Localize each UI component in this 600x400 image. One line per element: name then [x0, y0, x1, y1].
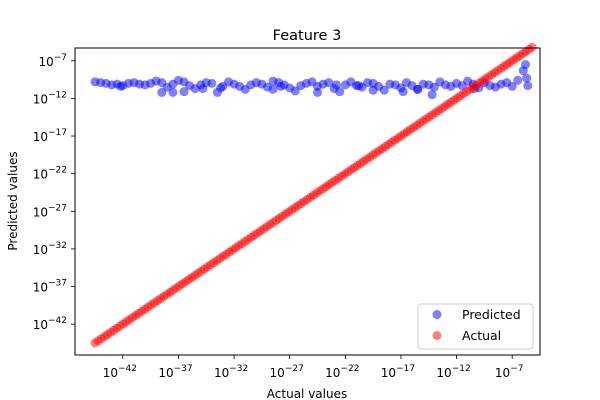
predicted-point: [335, 87, 345, 97]
predicted-point: [507, 81, 517, 91]
predicted-point: [523, 81, 533, 91]
chart-title: Feature 3: [273, 28, 342, 44]
predicted-point: [207, 78, 217, 88]
predicted-point: [216, 83, 226, 93]
predicted-point: [157, 87, 167, 97]
predicted-point: [179, 87, 189, 97]
predicted-point: [168, 87, 178, 97]
actual-point: [527, 42, 537, 52]
x-axis-label: Actual values: [267, 387, 347, 400]
predicted-point: [521, 60, 531, 70]
predicted-point: [313, 87, 323, 97]
predicted-point: [398, 87, 408, 97]
predicted-point: [513, 75, 523, 85]
plot-area: [90, 42, 537, 348]
predicted-point: [116, 81, 126, 91]
predicted-point: [276, 81, 286, 91]
legend-marker-predicted: [432, 310, 442, 319]
predicted-point: [324, 78, 334, 88]
legend-label-predicted: Predicted: [462, 307, 521, 322]
legend-marker-actual: [432, 331, 442, 340]
axes-frame: [74, 47, 541, 356]
predicted-point: [522, 73, 532, 83]
legend-label-actual: Actual: [462, 328, 501, 343]
legend: Predicted Actual: [417, 303, 534, 350]
y-axis-label: Predicted values: [6, 151, 20, 250]
predicted-point: [198, 84, 208, 94]
predicted-point: [427, 90, 437, 100]
predicted-point: [368, 85, 378, 95]
predicted-point: [413, 84, 423, 94]
predicted-point: [379, 85, 389, 95]
predicted-point: [354, 81, 364, 91]
predicted-point: [331, 80, 341, 90]
legend-box: [417, 303, 534, 350]
predicted-point: [268, 84, 278, 94]
